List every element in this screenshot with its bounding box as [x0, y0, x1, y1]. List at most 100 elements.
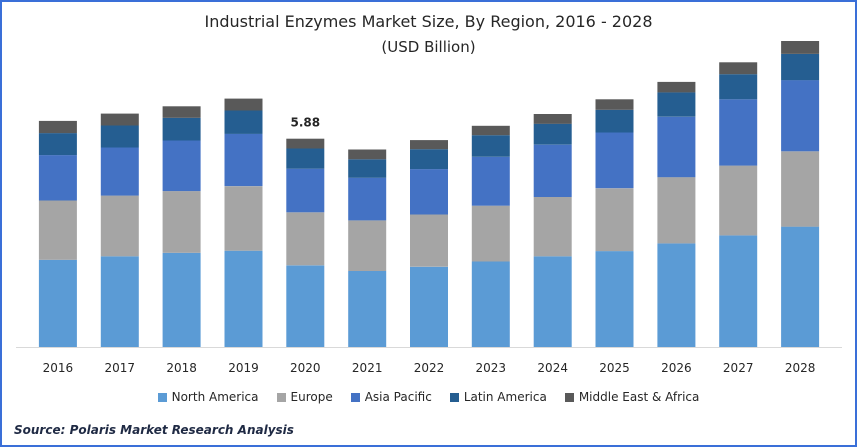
bar-segment — [595, 99, 634, 110]
bar-segment — [781, 151, 820, 227]
bar-segment — [286, 148, 325, 169]
bar-segment — [471, 156, 510, 206]
x-tick-label: 2021 — [352, 361, 383, 375]
bar-segment — [719, 165, 758, 236]
legend-label: Europe — [290, 390, 333, 404]
chart-subtitle: (USD Billion) — [381, 38, 476, 56]
bar-segment — [657, 92, 696, 117]
bar-segment — [719, 74, 758, 100]
bar-segment — [410, 266, 448, 347]
bar-segment — [781, 54, 820, 81]
bar-segment — [162, 191, 201, 253]
bar-segment — [286, 212, 325, 266]
x-tick-label: 2027 — [723, 361, 754, 375]
bar-segment — [410, 140, 448, 150]
bar-segment — [38, 155, 77, 201]
legend-label: Latin America — [463, 390, 547, 404]
bar-segment — [719, 235, 758, 347]
bar-segment — [595, 251, 634, 347]
bar-segment — [38, 200, 77, 260]
bar-segment — [719, 62, 758, 75]
legend-swatch — [350, 392, 360, 402]
legend-swatch — [157, 392, 167, 402]
bar-segment — [224, 186, 263, 251]
x-tick-label: 2024 — [537, 361, 568, 375]
bar-segment — [224, 110, 263, 134]
bar-segment — [533, 197, 572, 257]
legend-item: Asia Pacific — [350, 390, 432, 404]
x-tick-label: 2018 — [166, 361, 197, 375]
bar-segment — [286, 168, 325, 213]
legend-label: Asia Pacific — [364, 390, 432, 404]
x-tick-label: 2022 — [414, 361, 445, 375]
bar-segment — [100, 125, 139, 148]
bar-segment — [471, 205, 510, 262]
bar-segment — [162, 252, 201, 347]
bar-segment — [348, 159, 387, 178]
legend-swatch — [276, 392, 286, 402]
x-tick-label: 2025 — [599, 361, 630, 375]
bar-segment — [533, 114, 572, 124]
legend-item: North America — [157, 390, 259, 404]
bar-segment — [471, 125, 510, 136]
legend-label: Middle East & Africa — [578, 390, 700, 404]
bar-segment — [595, 109, 634, 133]
bar-segment — [657, 177, 696, 244]
bar-segment — [162, 106, 201, 118]
bar-segment — [533, 123, 572, 145]
bar-segment — [781, 226, 820, 347]
bar-segment — [781, 80, 820, 152]
bar-segment — [471, 135, 510, 157]
bar-segment — [224, 98, 263, 111]
bar-segment — [348, 270, 387, 347]
legend-item: Middle East & Africa — [564, 390, 700, 404]
data-label: 5.88 — [290, 116, 320, 130]
bar-segment — [162, 140, 201, 192]
legend-item: Latin America — [449, 390, 547, 404]
legend-item: Europe — [276, 390, 333, 404]
bar-segment — [657, 81, 696, 93]
bar-segment — [224, 133, 263, 187]
x-tick-label: 2017 — [105, 361, 136, 375]
x-tick-label: 2023 — [476, 361, 507, 375]
bar-segment — [471, 261, 510, 347]
bar-segment — [38, 120, 77, 134]
bar-segment — [657, 116, 696, 178]
bar-segment — [719, 99, 758, 166]
bar-segment — [38, 259, 77, 347]
bar-segment — [410, 214, 448, 267]
x-tick-label: 2028 — [785, 361, 816, 375]
bar-segment — [38, 133, 77, 156]
bar-segment — [595, 188, 634, 252]
bar-segment — [533, 256, 572, 347]
bar-segment — [410, 149, 448, 170]
chart-legend: North America Europe Asia Pacific Latin Ame… — [2, 390, 855, 404]
source-note: Source: Polaris Market Research Analysis — [14, 423, 294, 437]
bar-segment — [224, 250, 263, 347]
legend-swatch — [564, 392, 574, 402]
x-tick-label: 2019 — [228, 361, 259, 375]
bar-segment — [100, 147, 139, 196]
bar-segment — [410, 169, 448, 215]
bar-segment — [100, 195, 139, 257]
bar-segment — [657, 243, 696, 347]
bar-segment — [348, 177, 387, 221]
bar-segment — [533, 144, 572, 197]
bar-segment — [348, 220, 387, 271]
bar-segment — [781, 41, 820, 54]
bar-segment — [595, 132, 634, 189]
legend-swatch — [449, 392, 459, 402]
chart-title: Industrial Enzymes Market Size, By Regio… — [204, 12, 653, 31]
x-tick-label: 2016 — [43, 361, 74, 375]
x-tick-label: 2020 — [290, 361, 321, 375]
bar-segment — [286, 265, 325, 347]
bar-segment — [162, 117, 201, 141]
x-tick-label: 2026 — [661, 361, 692, 375]
bar-segment — [100, 256, 139, 347]
bar-segment — [286, 138, 325, 149]
legend-label: North America — [171, 390, 259, 404]
bar-segment — [348, 149, 387, 160]
bar-segment — [100, 113, 139, 126]
